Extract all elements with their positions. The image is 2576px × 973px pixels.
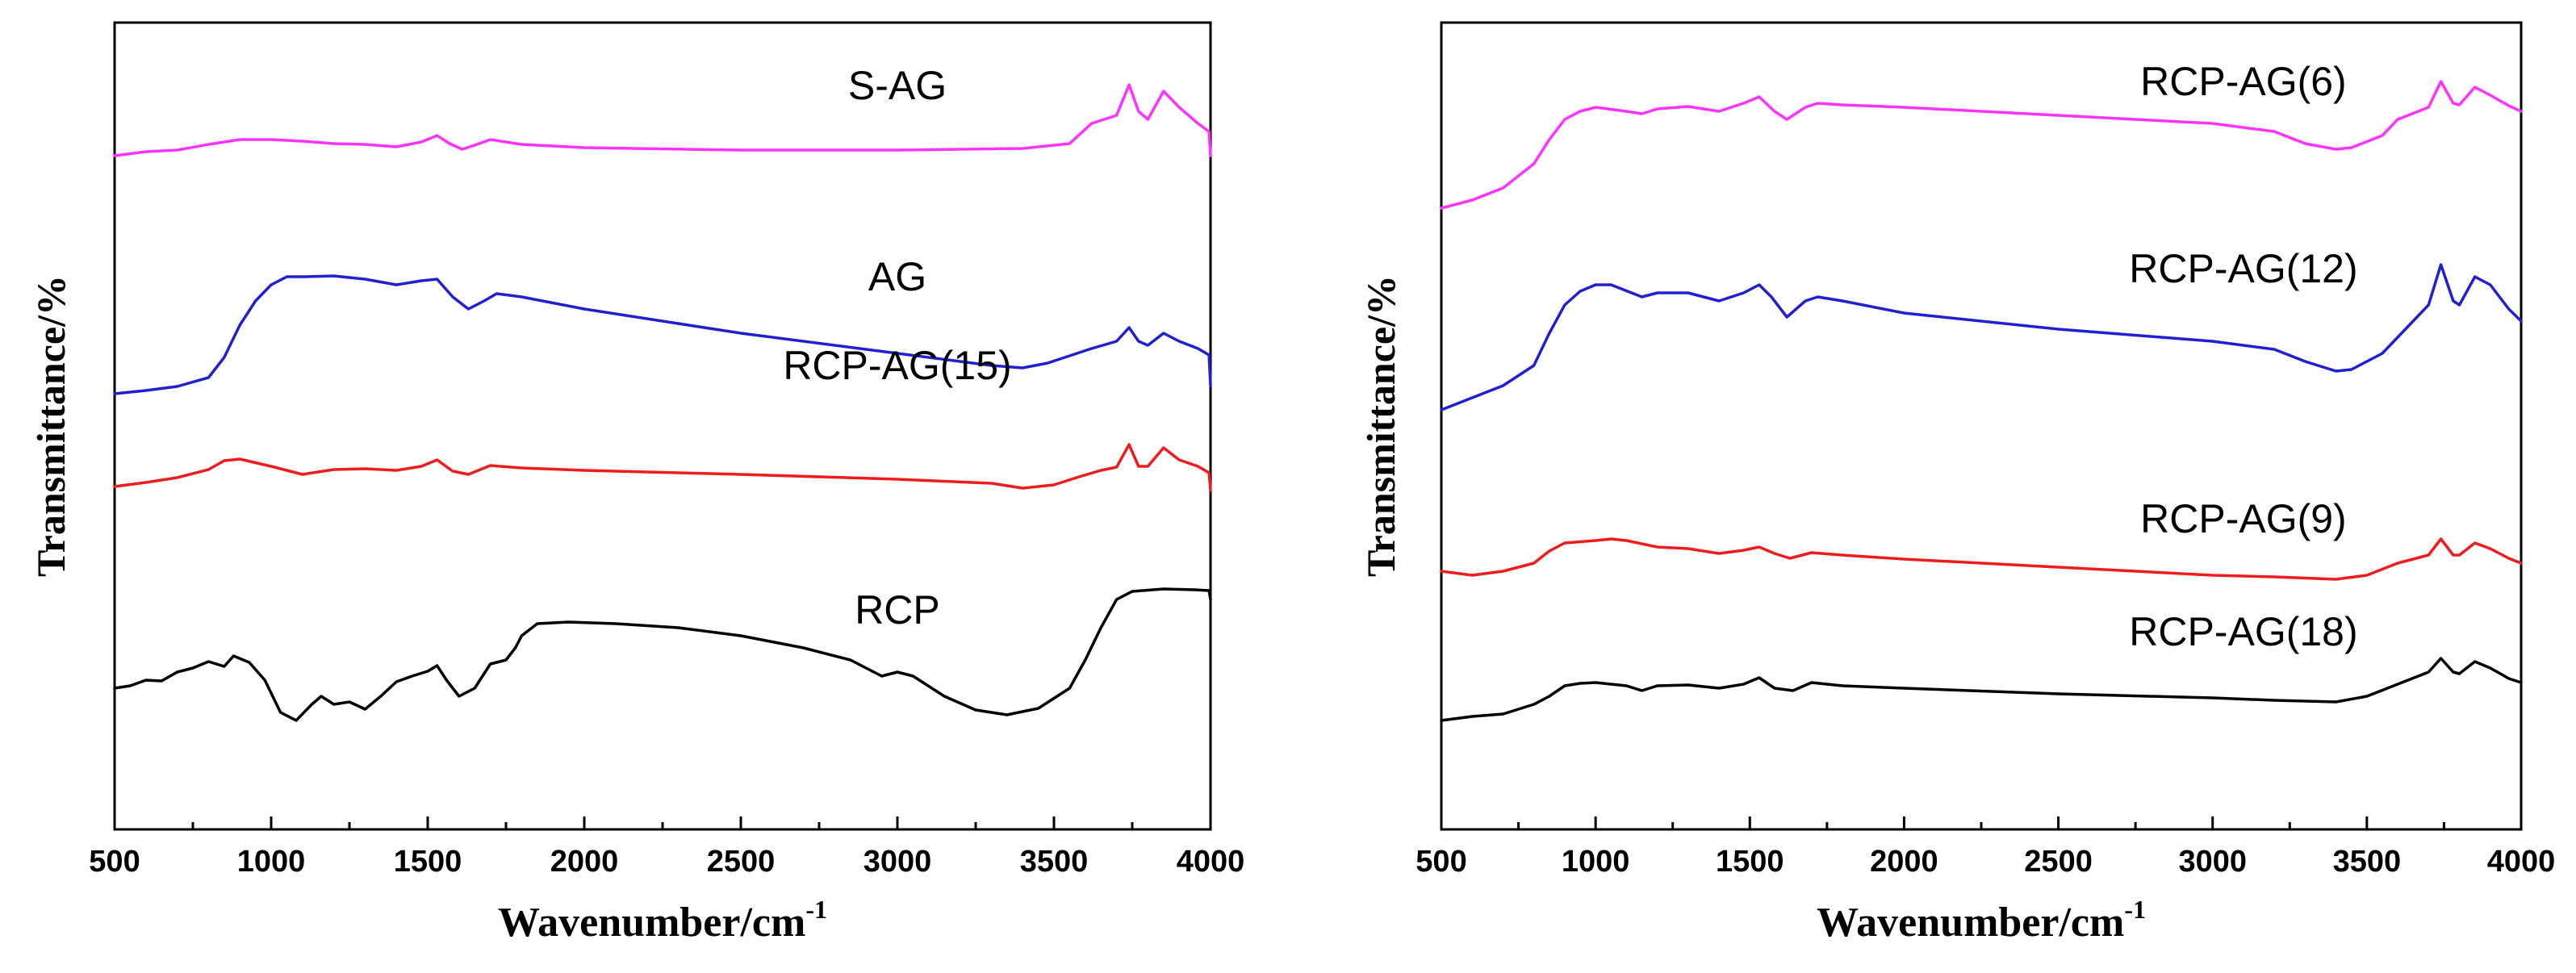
right-series-label-rcp-ag-12: RCP-AG(12) [2129, 246, 2357, 291]
right-x-tick-label-3500: 3500 [2333, 845, 2402, 879]
left-x-tick-label-2000: 2000 [550, 845, 619, 879]
left-series-line-s-ag [113, 83, 1212, 157]
right-x-tick-label-500: 500 [1416, 845, 1466, 879]
right-series-line-rcp-ag-18 [1440, 657, 2523, 722]
right-x-tick-label-2500: 2500 [2024, 845, 2093, 879]
left-series-line-rcp [113, 587, 1212, 722]
left-x-axis-label: Wavenumber/cm-1 [498, 895, 827, 946]
right-panel: 500 1000 1500 2000 2500 3000 3500 4000 RCP-AG(6… [1358, 21, 2555, 946]
left-series-line-rcp-ag-15 [113, 443, 1212, 492]
right-series-group [1440, 80, 2523, 722]
right-x-tick-label-1000: 1000 [1562, 845, 1630, 879]
left-panel: 500 1000 1500 2000 2500 3000 3500 4000 S-AG AG RC… [28, 21, 1244, 946]
right-x-axis-label: Wavenumber/cm-1 [1817, 895, 2146, 946]
left-series-label-s-ag: S-AG [848, 63, 947, 108]
left-series-labels: S-AG AG RCP-AG(15) RCP [783, 63, 1011, 633]
left-x-tick-label-4000: 4000 [1177, 845, 1245, 879]
left-y-axis-label: Transmittance/% [28, 275, 73, 577]
left-x-tick-label-3000: 3000 [864, 845, 932, 879]
right-x-tick-label-3000: 3000 [2178, 845, 2247, 879]
left-series-label-ag: AG [868, 254, 926, 299]
right-x-tick-label-2000: 2000 [1870, 845, 1938, 879]
left-x-axis-label-text: Wavenumber/cm [498, 900, 805, 946]
right-y-axis-label: Transmittance/% [1358, 275, 1403, 577]
right-series-labels: RCP-AG(6) RCP-AG(12) RCP-AG(9) RCP-AG(18) [2129, 59, 2357, 654]
right-x-tick-label-1500: 1500 [1716, 845, 1784, 879]
left-x-tick-label-3500: 3500 [1020, 845, 1089, 879]
left-x-axis-label-sup: -1 [805, 895, 827, 924]
right-x-tick-label-4000: 4000 [2487, 845, 2556, 879]
left-series-line-ag [113, 274, 1212, 395]
right-x-axis-label-text: Wavenumber/cm [1817, 900, 2124, 946]
left-x-tick-label-2500: 2500 [707, 845, 776, 879]
left-x-tick-label-1000: 1000 [237, 845, 306, 879]
right-series-label-rcp-ag-9: RCP-AG(9) [2140, 496, 2347, 541]
right-x-ticks: 500 1000 1500 2000 2500 3000 3500 4000 [1416, 816, 2555, 879]
left-x-ticks: 500 1000 1500 2000 2500 3000 3500 4000 [89, 816, 1244, 879]
left-x-tick-label-1500: 1500 [394, 845, 462, 879]
left-series-label-rcp-ag-15: RCP-AG(15) [783, 343, 1011, 388]
right-x-axis-label-sup: -1 [2124, 895, 2146, 924]
right-series-line-rcp-ag-12 [1440, 263, 2523, 411]
left-x-tick-label-500: 500 [89, 845, 140, 879]
right-series-label-rcp-ag-18: RCP-AG(18) [2129, 609, 2357, 654]
right-series-line-rcp-ag-6 [1440, 80, 2523, 210]
left-series-label-rcp: RCP [855, 587, 940, 633]
right-series-label-rcp-ag-6: RCP-AG(6) [2140, 59, 2347, 104]
right-series-line-rcp-ag-9 [1440, 537, 2523, 581]
left-series-group [113, 83, 1212, 722]
